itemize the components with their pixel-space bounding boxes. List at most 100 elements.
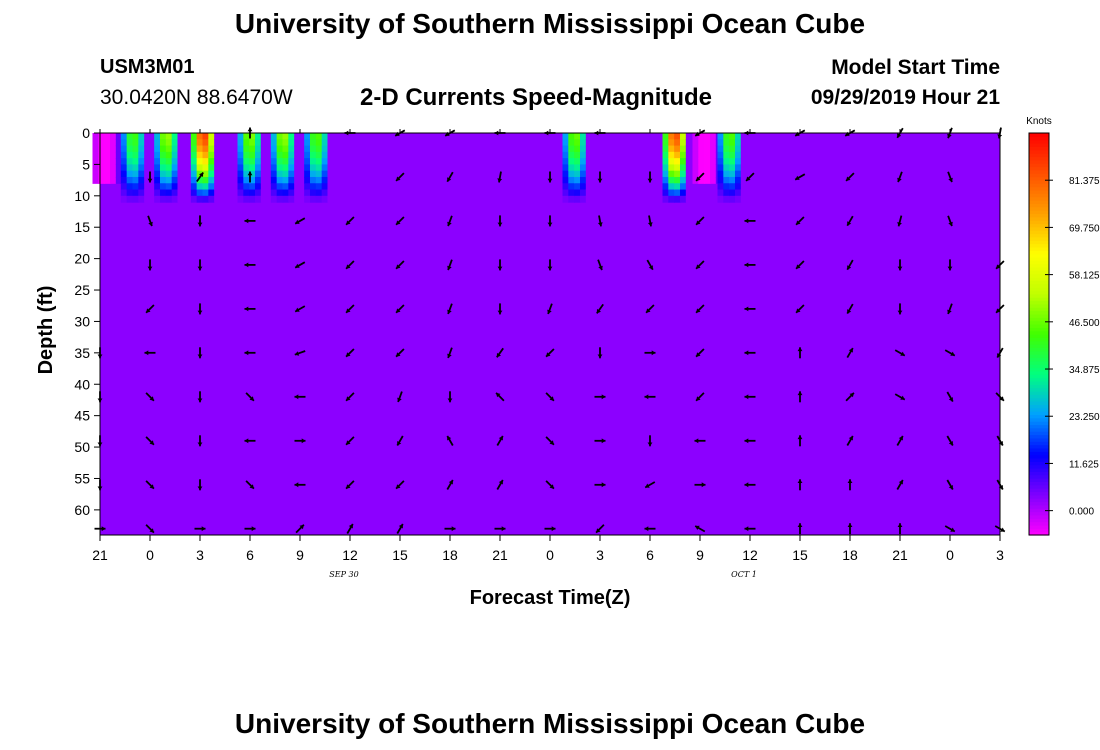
current-vector [845, 172, 855, 182]
heat-cell [160, 183, 167, 191]
heat-cell [138, 176, 145, 184]
heat-cell [662, 139, 669, 147]
heat-cell [562, 133, 569, 140]
current-vector [847, 523, 853, 535]
heat-cell [126, 170, 134, 178]
heat-cell [321, 183, 329, 191]
colorbar-cell [1029, 176, 1049, 181]
heat-cell [668, 139, 675, 147]
heat-cell [680, 176, 687, 184]
heat-cell [717, 195, 724, 203]
heat-cell [288, 158, 295, 166]
heat-cell [580, 145, 587, 153]
heat-cell [270, 145, 278, 153]
heat-cell [171, 139, 179, 147]
current-vector [145, 480, 155, 490]
heat-cell [120, 189, 128, 197]
current-vector [745, 172, 755, 182]
heat-cell [202, 183, 209, 191]
colorbar-cell [1029, 340, 1049, 345]
heat-cell [729, 183, 736, 191]
heat-cell [202, 151, 209, 159]
heat-cell [735, 170, 742, 178]
colorbar-cell [1029, 143, 1049, 147]
heat-cell [692, 158, 699, 166]
heat-cell [98, 176, 105, 184]
heat-cell [237, 133, 244, 140]
heat-cell [249, 151, 256, 159]
chart-title: 2-D Currents Speed-Magnitude [360, 84, 713, 111]
heat-cell [132, 151, 139, 159]
heat-cell [674, 151, 681, 159]
heat-cell [138, 170, 145, 178]
current-vector [597, 259, 603, 271]
heat-cell [282, 189, 289, 197]
heat-cell [668, 189, 675, 197]
current-vector [294, 438, 306, 444]
heat-cell [729, 139, 736, 147]
heat-cell [304, 176, 311, 184]
y-tick-label: 60 [74, 502, 90, 518]
heat-cell [243, 176, 250, 184]
heat-cell [120, 158, 128, 166]
colorbar-cell [1029, 334, 1049, 338]
heat-cell [288, 183, 295, 191]
heat-cell [154, 183, 161, 191]
heat-cell [132, 170, 139, 178]
x-tick-label: 0 [946, 547, 954, 563]
heat-cell [260, 195, 268, 203]
heat-cell [704, 164, 711, 172]
current-vector [496, 435, 504, 446]
heat-cell [144, 189, 151, 197]
heat-cell [237, 183, 244, 191]
heat-cell [698, 133, 705, 140]
heat-cell [171, 151, 179, 159]
heat-cell [580, 164, 587, 172]
heat-cell [243, 158, 250, 166]
heat-cell [685, 151, 693, 159]
colorbar-cell [1029, 310, 1049, 315]
current-vector [497, 171, 503, 183]
heat-cell [243, 133, 250, 140]
heat-cell [196, 164, 204, 172]
heat-cell [698, 170, 705, 178]
heat-cell [321, 145, 329, 153]
colorbar-cell [1029, 427, 1049, 432]
heat-cell [249, 189, 256, 197]
heat-cell [177, 183, 184, 191]
heat-cell [177, 158, 184, 166]
heat-cell [327, 164, 334, 172]
current-vector [797, 523, 803, 535]
heat-cell [243, 164, 250, 172]
y-axis-label: Depth (ft) [35, 286, 57, 375]
x-tick-label: 3 [196, 547, 204, 563]
heat-cell [243, 189, 250, 197]
heat-cell [710, 139, 717, 147]
current-vector [894, 393, 906, 401]
heat-cell [110, 133, 117, 140]
heat-cell [662, 183, 669, 191]
heat-cell [260, 183, 268, 191]
heat-cell [110, 151, 117, 159]
colorbar-cell [1029, 330, 1049, 335]
heat-cell [740, 139, 748, 147]
heat-cell [144, 176, 151, 184]
heat-cell [160, 151, 167, 159]
heat-cell [92, 170, 99, 178]
heat-cell [674, 176, 681, 184]
heat-cell [243, 139, 250, 147]
current-vector [245, 480, 255, 490]
heat-cell [104, 164, 111, 172]
current-vector [346, 523, 354, 534]
colorbar-cell [1029, 494, 1049, 499]
current-vector [345, 348, 355, 358]
colorbar-cell [1029, 320, 1049, 325]
heat-cell [132, 164, 139, 172]
heat-cell [160, 158, 167, 166]
y-tick-label: 5 [82, 156, 90, 172]
x-tick-label: 6 [646, 547, 654, 563]
heat-cell [717, 139, 724, 147]
heat-cell [104, 145, 111, 153]
heat-cell [674, 145, 681, 153]
model-start-label: Model Start Time [831, 56, 1000, 79]
